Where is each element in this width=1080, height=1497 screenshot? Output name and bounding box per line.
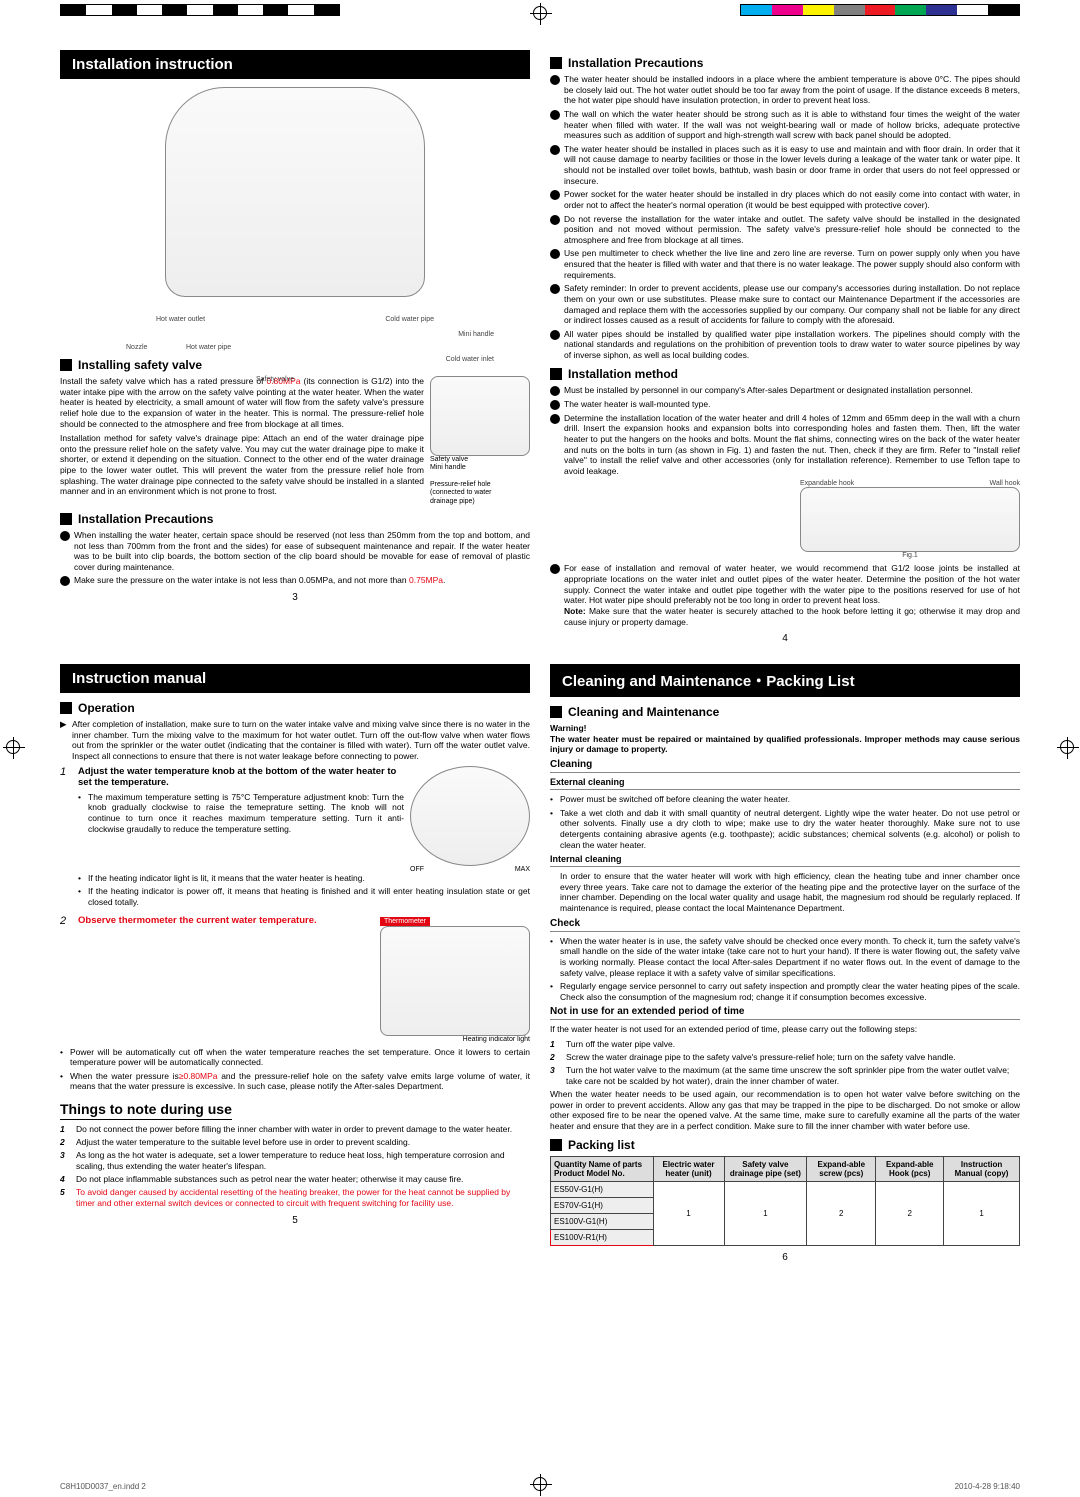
label-thermometer: Thermometer [380,917,430,926]
check-2: Regularly engage service personnel to ca… [560,981,1020,1002]
banner-instruction-manual: Instruction manual [60,664,530,693]
sub-installing-safety-valve: Installing safety valve [78,358,202,372]
page-num-5: 5 [60,1215,530,1226]
precaution-item: Power socket for the water heater should… [550,189,1020,210]
check-header: Check [550,918,1020,929]
precaution-item: All water pipes should be installed by q… [550,329,1020,361]
reg-mark-top [533,6,547,20]
print-footer: C8H10D0037_en.indd 2 2010-4-28 9:18:40 [60,1482,1020,1491]
label-fig1: Fig.1 [800,552,1020,559]
banner-install-instruction: Installation instruction [60,50,530,79]
step-2: 2 Thermometer Heating indicator light Ob… [60,915,530,1043]
precaution-item: Safety reminder: In order to prevent acc… [550,283,1020,326]
method-3: Determine the installation location of t… [550,413,1020,477]
page-3: Installation instruction Hot water outle… [60,50,530,644]
step1-bullet-poweroff: If the heating indicator is power off, i… [88,886,530,907]
safety-valve-diagram: Safety valve Mini handle Pressure-relief… [430,376,530,506]
method-1: Must be installed by personnel in our co… [550,385,1020,396]
auto-cutoff-note: Power will be automatically cut off when… [70,1047,530,1068]
label-mini-handle: Mini handle [458,331,494,338]
page-num-4: 4 [550,633,1020,644]
footer-timestamp: 2010-4-28 9:18:40 [955,1482,1020,1491]
label-dp: drainage pipe) [430,498,530,506]
method-4: For ease of installation and removal of … [550,563,1020,627]
precaution-space: When installing the water heater, certai… [60,530,530,573]
packing-table: Quantity Name of parts Product Model No.… [550,1156,1020,1246]
sub-install-precautions-1: Installation Precautions [78,512,213,526]
sub-operation: Operation [78,701,135,715]
page-num-3: 3 [60,592,530,603]
label-prh: Pressure-relief hole [430,481,530,489]
label-cold-pipe: Cold water pipe [385,316,434,323]
thermometer-diagram: Thermometer Heating indicator light [380,915,530,1043]
sub-install-precautions-2: Installation Precautions [568,56,703,70]
notuse-step: 1Turn off the water pipe valve. [550,1039,1020,1050]
warning-text: Warning!The water heater must be repaire… [550,723,1020,755]
things-list: 1Do not connect the power before filling… [60,1124,530,1209]
step-1: 1 OFFMAX Adjust the water temperature kn… [60,766,530,911]
precaution-item: The water heater should be installed ind… [550,74,1020,106]
label-exp-hook: Expandable hook [800,480,854,487]
external-cleaning-header: External cleaning [550,777,1020,787]
heater-diagram: Hot water outlet Cold water pipe Nozzle … [60,87,530,352]
thing-item: 2Adjust the water temperature to the sui… [60,1137,530,1148]
check-1: When the water heater is in use, the saf… [560,936,1020,979]
color-bar-right [740,4,1020,16]
reg-mark-left [6,740,20,754]
notuse-step: 3Turn the hot water valve to the maximum… [550,1065,1020,1087]
label-wall-hook: Wall hook [990,480,1020,487]
label-heating-indicator: Heating indicator light [380,1036,530,1043]
page-4: Installation Precautions The water heate… [550,50,1020,644]
precaution-item: The water heater should be installed in … [550,144,1020,187]
footer-filename: C8H10D0037_en.indd 2 [60,1482,146,1491]
label-mh: Mini handle [430,464,530,472]
method-2: The water heater is wall-mounted type. [550,399,1020,410]
sub-packing-list: Packing list [568,1138,635,1152]
notuse-step: 2Screw the water drainage pipe to the sa… [550,1052,1020,1063]
page-num-6: 6 [550,1252,1020,1263]
step1-bullet-temp: The maximum temperature setting is 75°C … [88,792,404,835]
page-5: Instruction manual Operation ▶After comp… [60,664,530,1263]
reg-mark-right [1060,740,1074,754]
int-clean-para: In order to ensure that the water heater… [550,871,1020,914]
color-bar-left [60,4,340,16]
things-to-note-header: Things to note during use [60,1101,232,1120]
notuse-para: When the water heater needs to be used a… [550,1089,1020,1132]
notuse-intro: If the water heater is not used for an e… [550,1024,1020,1035]
precaution-item: Use pen multimeter to check whether the … [550,248,1020,280]
ext-clean-1: Power must be switched off before cleani… [560,794,1020,805]
label-sv: Safety valve [430,456,530,464]
label-nozzle: Nozzle [126,344,147,351]
banner-cleaning-packing: Cleaning and Maintenance・Packing List [550,664,1020,697]
ext-clean-2: Take a wet cloth and dab it with small q… [560,808,1020,851]
sub-install-method: Installation method [568,367,678,381]
thing-item: 4Do not place inflammable substances suc… [60,1174,530,1185]
precaution-item: The wall on which the water heater shoul… [550,109,1020,141]
pressure-excess-note: When the water pressure is≥0.80MPa and t… [70,1071,530,1092]
cleaning-header: Cleaning [550,759,1020,770]
internal-cleaning-header: Internal cleaning [550,854,1020,864]
not-in-use-header: Not in use for an extended period of tim… [550,1006,1020,1017]
sub-cleaning-maintenance: Cleaning and Maintenance [568,705,719,719]
hook-diagram: Expandable hook Wall hook Fig.1 [550,480,1020,559]
thing-item: 3As long as the hot water is adequate, s… [60,1150,530,1172]
step1-bullet-heating: If the heating indicator light is lit, i… [88,873,530,884]
knob-diagram: OFFMAX [410,766,530,873]
label-cold-inlet: Cold water inlet [446,356,494,363]
thing-item: 5To avoid danger caused by accidental re… [60,1187,530,1209]
label-hot-pipe: Hot water pipe [186,344,231,351]
precaution-pressure: Make sure the pressure on the water inta… [60,575,530,586]
arrow-paragraph: ▶After completion of installation, make … [60,719,530,762]
thing-item: 1Do not connect the power before filling… [60,1124,530,1135]
notuse-list: 1Turn off the water pipe valve. 2Screw th… [550,1039,1020,1087]
precaution-item: Do not reverse the installation for the … [550,214,1020,246]
table-row: ES50V-G1(H)11221 [551,1181,1020,1197]
page-6: Cleaning and Maintenance・Packing List Cl… [550,664,1020,1263]
label-cw: (connected to water [430,489,530,497]
label-safety-valve: Safety valve [256,376,294,383]
label-hot-outlet: Hot water outlet [156,316,205,323]
